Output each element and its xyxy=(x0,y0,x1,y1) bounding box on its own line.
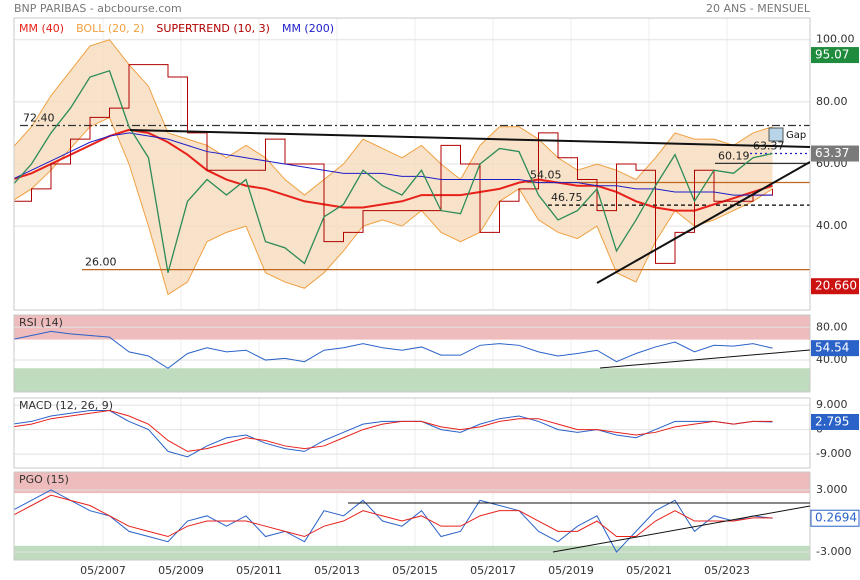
y-tick-label: 80.00 xyxy=(816,95,848,108)
header-period: 20 ANS - MENSUEL xyxy=(706,2,811,15)
x-tick-label: 05/2023 xyxy=(704,564,750,577)
legend-entry: SUPERTREND (10, 3) xyxy=(156,22,270,35)
series-line xyxy=(14,128,773,212)
level-label: 46.75 xyxy=(551,191,583,204)
series-line xyxy=(14,69,773,273)
x-tick-label: 05/2007 xyxy=(80,564,126,577)
price-badge xyxy=(811,340,859,357)
x-tick-label: 05/2009 xyxy=(158,564,204,577)
x-tick-label: 05/2015 xyxy=(392,564,438,577)
x-tick-label: 05/2011 xyxy=(236,564,282,577)
y-tick-label: -9.000 xyxy=(816,447,851,460)
x-tick-label: 05/2019 xyxy=(548,564,594,577)
price-badge-label: 95.07 xyxy=(815,48,849,62)
resistance-line xyxy=(129,129,810,148)
y-tick-label: 9.000 xyxy=(816,398,848,411)
level-label: 54.05 xyxy=(530,168,562,181)
price-badge-label: 0.2694 xyxy=(815,511,857,525)
annotation: Gap xyxy=(786,130,806,141)
gap-box xyxy=(768,127,784,142)
y-tick-label: 100.00 xyxy=(816,33,855,46)
series-line xyxy=(14,64,773,264)
price-badge xyxy=(811,278,859,295)
panel-title: MACD (12, 26, 9) xyxy=(19,399,113,412)
y-tick-label: 80.00 xyxy=(816,320,848,333)
series-line xyxy=(14,494,773,538)
trend-lines xyxy=(129,127,810,284)
series-line xyxy=(14,410,773,458)
price-badge xyxy=(811,47,859,64)
price-badge-label: 2.795 xyxy=(815,414,849,428)
panel xyxy=(14,315,810,392)
price-badge xyxy=(810,509,860,527)
y-tick-label: -3.000 xyxy=(816,545,851,558)
series-line xyxy=(14,489,773,553)
legend-entry: MM (40) xyxy=(19,22,64,35)
band-fill xyxy=(14,39,773,295)
header-title: BNP PARIBAS - abcbourse.com xyxy=(14,2,182,15)
zone xyxy=(14,368,810,392)
panel xyxy=(14,39,810,296)
zone xyxy=(14,472,810,494)
legend-entry: MM (200) xyxy=(282,22,334,35)
x-tick-label: 05/2017 xyxy=(470,564,516,577)
y-tick-label: 40.00 xyxy=(816,353,848,366)
x-tick-label: 05/2013 xyxy=(314,564,360,577)
zone xyxy=(14,545,810,560)
panel-frame xyxy=(13,471,811,561)
rsi-trend-line xyxy=(599,349,811,369)
series-line xyxy=(14,330,773,369)
panel-title: RSI (14) xyxy=(19,316,63,329)
level-label: 26.00 xyxy=(85,256,117,269)
y-tick-label: 3.000 xyxy=(816,483,848,496)
panel-frame xyxy=(13,314,811,393)
series-line xyxy=(14,132,773,196)
y-tick-label: 40.00 xyxy=(816,219,848,232)
pgo-support-line xyxy=(552,505,811,553)
support-line xyxy=(596,161,810,284)
legend-entry: BOLL (20, 2) xyxy=(76,22,144,35)
level-label: 60.19 xyxy=(718,149,750,162)
panel-title: PGO (15) xyxy=(19,473,69,486)
band-lower xyxy=(14,116,773,296)
panel-frame xyxy=(13,397,811,469)
price-badge xyxy=(811,413,859,430)
panel xyxy=(14,404,810,458)
panel-frame xyxy=(13,17,811,311)
level-label: 72.40 xyxy=(23,111,55,124)
price-badge-label: 63.37 xyxy=(815,146,849,160)
price-badge-label: 54.54 xyxy=(815,341,849,355)
x-tick-label: 05/2021 xyxy=(626,564,672,577)
panel xyxy=(14,472,810,560)
band-upper xyxy=(14,39,773,196)
series-line xyxy=(14,410,773,452)
price-badge-label: 20.660 xyxy=(815,279,857,293)
price-badge xyxy=(811,145,859,162)
